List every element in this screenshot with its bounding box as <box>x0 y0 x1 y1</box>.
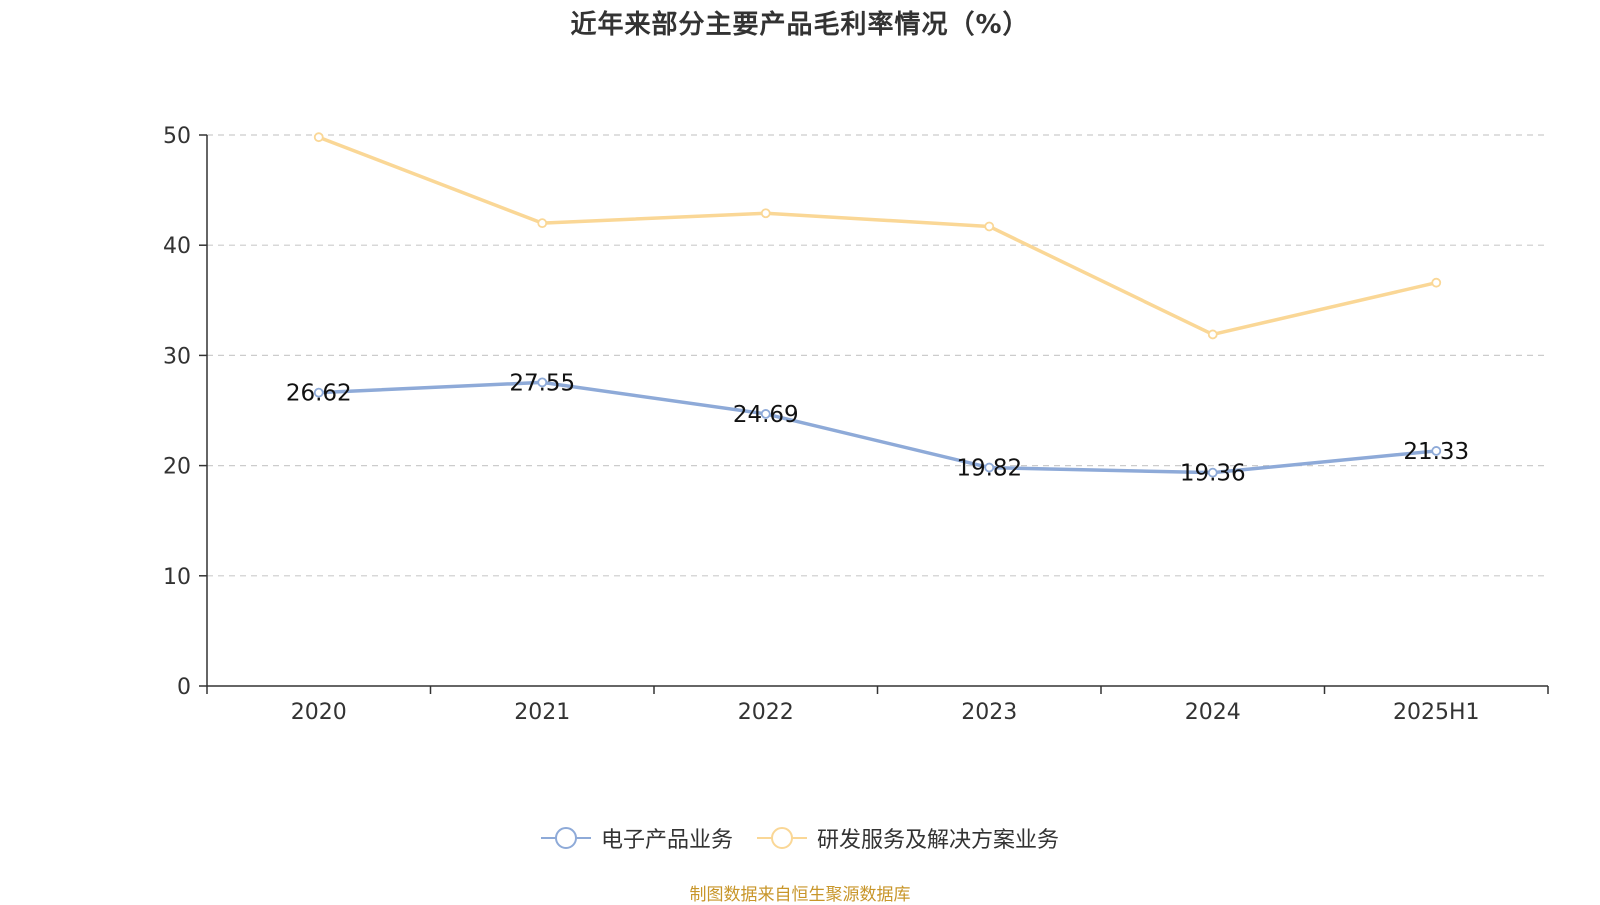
series-2-point-2022 <box>760 208 771 219</box>
series-1-data-label-2023: 19.82 <box>956 456 1022 482</box>
series-2-point-2021 <box>537 218 548 229</box>
x-tick-label-2022: 2022 <box>738 700 794 725</box>
series-1-point-2021 <box>537 377 548 388</box>
x-tick-label-2023: 2023 <box>961 700 1017 725</box>
series-1-point-2022 <box>760 409 771 419</box>
y-tick-label-40: 40 <box>163 234 191 259</box>
series-1-data-label-2025H1: 21.33 <box>1403 439 1469 465</box>
legend-item-series-1[interactable]: 电子产品业务 <box>540 822 733 854</box>
series-1-data-label-2022: 24.69 <box>733 402 799 428</box>
series-1-point-2025H1 <box>1431 446 1442 456</box>
legend-marker-series-2 <box>757 827 807 849</box>
legend-item-series-2[interactable]: 研发服务及解决方案业务 <box>757 822 1059 854</box>
series-2-point-2024 <box>1207 329 1218 340</box>
y-tick-label-20: 20 <box>163 455 191 480</box>
y-tick-label-0: 0 <box>177 675 191 700</box>
source-note: 制图数据来自恒生聚源数据库 <box>689 885 911 905</box>
series-2-point-2020 <box>313 132 324 143</box>
y-tick-label-50: 50 <box>163 124 191 149</box>
x-tick-label-2025H1: 2025H1 <box>1393 700 1480 725</box>
series-1-point-2020 <box>313 387 324 398</box>
chart-title: 近年来部分主要产品毛利率情况（%） <box>570 10 1030 40</box>
series-1-point-2024 <box>1207 467 1218 478</box>
line-chart: 0 10 20 30 40 50 2020 2021 2022 2023 2024 2025H1 26.… <box>163 124 1549 725</box>
x-tick-label-2020: 2020 <box>291 700 347 725</box>
series-2-point-2025H1 <box>1431 277 1442 288</box>
series-2-point-2023 <box>984 221 995 232</box>
legend-marker-series-1 <box>540 827 591 849</box>
x-tick-label-2024: 2024 <box>1185 700 1241 725</box>
series-1-data-label-2020: 26.62 <box>286 381 352 407</box>
y-tick-label-10: 10 <box>163 565 191 590</box>
series-1-data-label-2024: 19.36 <box>1180 461 1246 487</box>
series-line-1 <box>318 380 1437 475</box>
legend-label-series-1: 电子产品业务 <box>600 828 733 853</box>
y-tick-label-30: 30 <box>163 344 191 369</box>
series-line-2 <box>318 135 1437 337</box>
chart-legend: 电子产品业务 研发服务及解决方案业务 <box>0 822 1600 854</box>
legend-label-series-2: 研发服务及解决方案业务 <box>817 828 1060 853</box>
series-1-data-label-2021: 27.55 <box>509 370 575 396</box>
x-tick-label-2021: 2021 <box>514 700 570 725</box>
series-1-point-2023 <box>984 462 995 473</box>
